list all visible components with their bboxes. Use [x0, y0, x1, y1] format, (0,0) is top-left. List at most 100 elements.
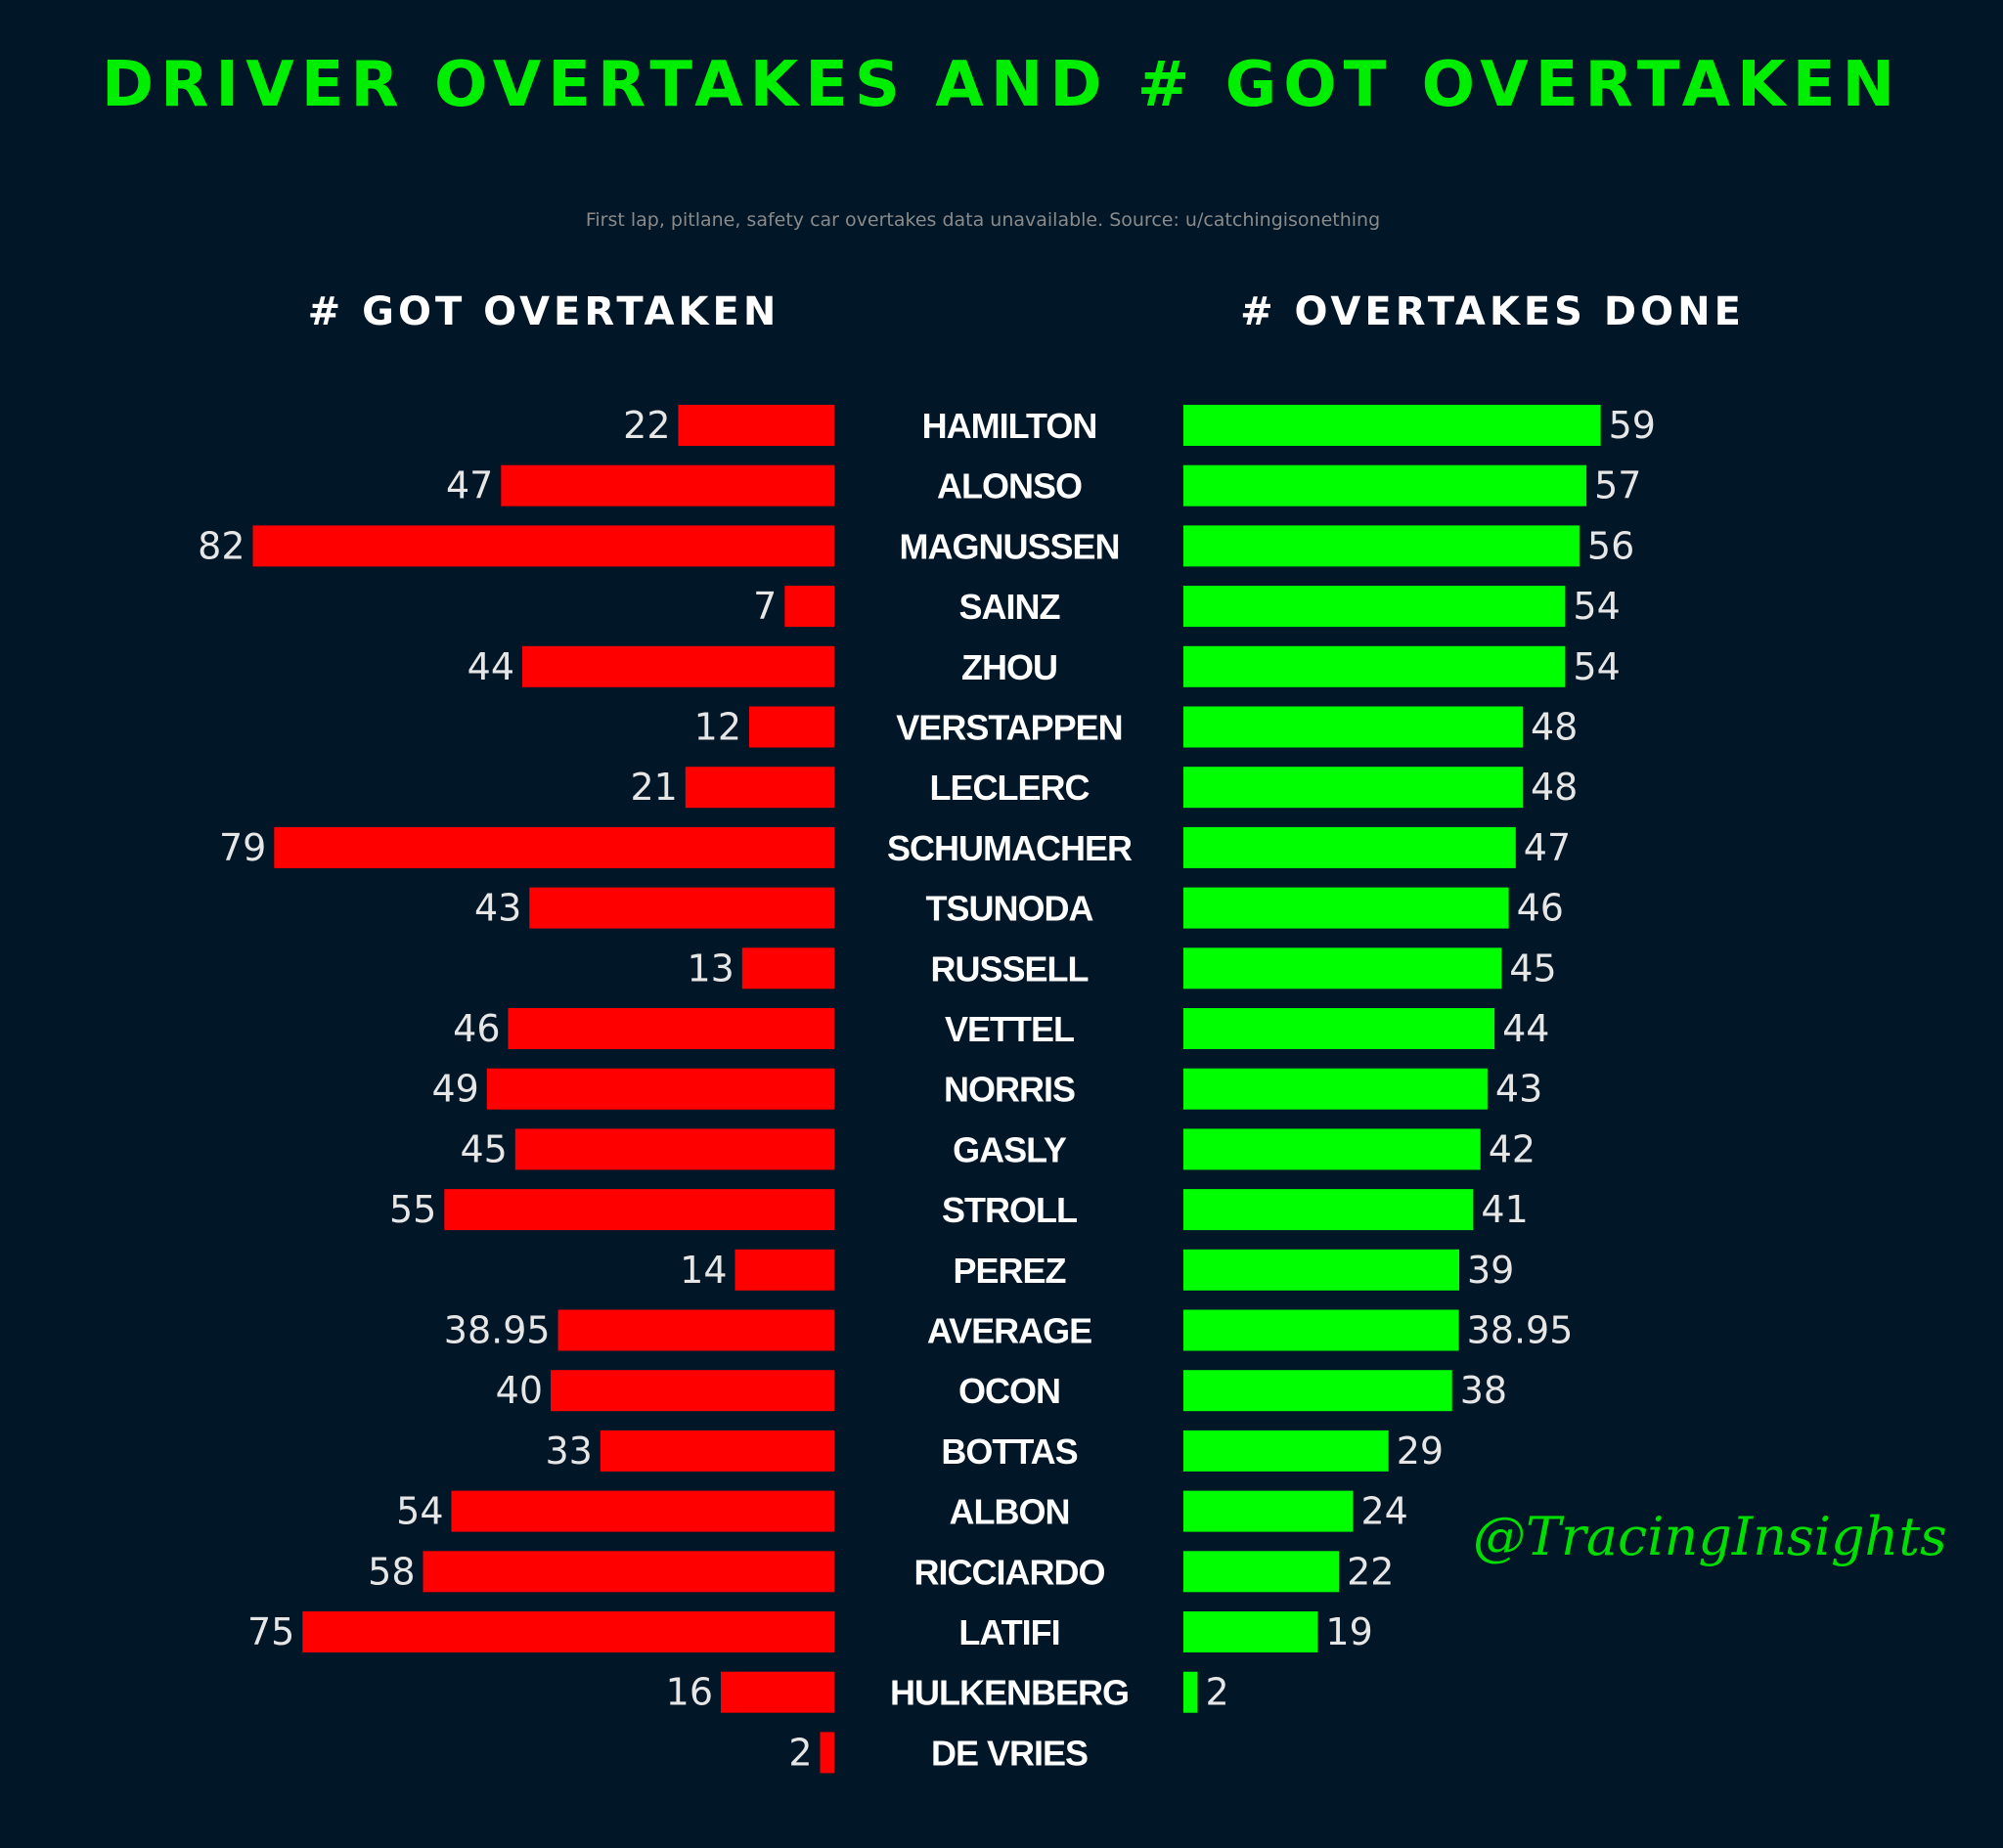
got-overtaken-panel-title: # GOT OVERTAKEN: [307, 289, 780, 334]
driver-name-label: RUSSELL: [930, 948, 1088, 989]
overtakes-done-value-label: 24: [1361, 1490, 1408, 1533]
chart-subtitle: First lap, pitlane, safety car overtakes…: [585, 209, 1381, 231]
got-overtaken-bar-albon: [451, 1490, 834, 1532]
overtakes-done-value-label: 38: [1460, 1369, 1507, 1412]
overtakes-done-bar-bottas: [1183, 1430, 1389, 1472]
got-overtaken-value-label: 7: [753, 585, 777, 628]
overtakes-done-value-label: 2: [1206, 1671, 1229, 1714]
got-overtaken-bar-latifi: [302, 1611, 835, 1652]
chart-title: DRIVER OVERTAKES AND # GOT OVERTAKEN: [102, 49, 1901, 121]
got-overtaken-value-label: 45: [460, 1127, 507, 1170]
got-overtaken-value-label: 82: [198, 524, 245, 567]
got-overtaken-value-label: 75: [247, 1610, 294, 1653]
got-overtaken-bar-tsunoda: [529, 887, 835, 929]
got-overtaken-bar-hamilton: [678, 405, 834, 446]
driver-name-label: VERSTAPPEN: [896, 708, 1122, 748]
driver-name-label: VETTEL: [945, 1009, 1074, 1049]
overtakes-done-value-label: 47: [1524, 826, 1571, 869]
overtakes-done-bar-hamilton: [1183, 405, 1601, 446]
got-overtaken-bar-norris: [486, 1068, 835, 1110]
driver-name-label: SCHUMACHER: [887, 828, 1133, 868]
overtakes-done-value-label: 22: [1347, 1550, 1394, 1593]
overtakes-done-bar-ricciardo: [1183, 1551, 1340, 1593]
overtakes-done-bar-sainz: [1183, 586, 1566, 628]
overtakes-done-bar-vettel: [1183, 1008, 1495, 1049]
got-overtaken-value-label: 43: [474, 887, 521, 930]
got-overtaken-bar-average: [557, 1309, 834, 1351]
overtakes-done-value-label: 57: [1594, 464, 1641, 507]
overtakes-done-bar-alonso: [1183, 464, 1587, 506]
driver-name-label: ALBON: [950, 1492, 1070, 1532]
driver-name-label: ZHOU: [961, 647, 1057, 687]
got-overtaken-bar-sainz: [784, 586, 835, 628]
driver-name-label: LECLERC: [930, 768, 1091, 808]
got-overtaken-value-label: 44: [467, 645, 514, 688]
overtakes-done-value-label: 29: [1397, 1430, 1444, 1473]
got-overtaken-value-label: 16: [666, 1671, 713, 1714]
got-overtaken-value-label: 58: [368, 1550, 415, 1593]
got-overtaken-value-label: 54: [396, 1490, 443, 1533]
got-overtaken-value-label: 38.95: [444, 1309, 551, 1352]
got-overtaken-bar-stroll: [444, 1189, 835, 1231]
got-overtaken-value-label: 49: [431, 1068, 478, 1111]
overtakes-done-value-label: 59: [1609, 404, 1656, 447]
got-overtaken-bar-vettel: [508, 1008, 834, 1049]
driver-name-label: PEREZ: [953, 1251, 1065, 1291]
overtakes-done-bar-verstappen: [1183, 706, 1523, 748]
overtakes-done-panel-title: # OVERTAKES DONE: [1240, 289, 1745, 334]
got-overtaken-value-label: 33: [545, 1430, 592, 1473]
overtakes-done-value-label: 42: [1489, 1127, 1536, 1170]
got-overtaken-bar-ocon: [551, 1370, 834, 1412]
driver-name-label: STROLL: [942, 1190, 1077, 1230]
driver-name-label: MAGNUSSEN: [899, 526, 1119, 566]
overtakes-done-bar-tsunoda: [1183, 887, 1509, 929]
driver-name-label: GASLY: [953, 1129, 1067, 1169]
got-overtaken-bar-alonso: [501, 464, 835, 506]
driver-name-label: AVERAGE: [927, 1311, 1091, 1351]
overtakes-done-bar-russell: [1183, 947, 1502, 990]
got-overtaken-bar-de-vries: [820, 1732, 834, 1774]
driver-name-label: SAINZ: [959, 587, 1060, 627]
got-overtaken-value-label: 40: [496, 1369, 543, 1412]
driver-name-label: RICCIARDO: [914, 1552, 1105, 1592]
overtakes-done-value-label: 41: [1481, 1188, 1528, 1231]
overtakes-done-value-label: 54: [1573, 645, 1620, 688]
got-overtaken-value-label: 79: [219, 826, 266, 869]
got-overtaken-bar-zhou: [522, 645, 834, 687]
driver-name-label: ALONSO: [937, 466, 1082, 506]
overtakes-done-bar-norris: [1183, 1068, 1488, 1110]
got-overtaken-value-label: 13: [687, 946, 734, 990]
got-overtaken-value-label: 46: [453, 1007, 500, 1050]
overtakes-done-bar-gasly: [1183, 1128, 1481, 1170]
driver-name-label: NORRIS: [944, 1070, 1075, 1110]
overtakes-done-bar-hulkenberg: [1183, 1671, 1198, 1713]
got-overtaken-bar-bottas: [600, 1430, 835, 1472]
driver-name-label: DE VRIES: [931, 1733, 1088, 1773]
got-overtaken-value-label: 22: [623, 404, 670, 447]
driver-name-label: LATIFI: [958, 1612, 1059, 1652]
overtakes-done-value-label: 48: [1531, 706, 1578, 749]
overtakes-done-value-label: 43: [1495, 1068, 1542, 1111]
got-overtaken-value-label: 12: [694, 706, 741, 749]
overtakes-done-value-label: 19: [1325, 1610, 1372, 1653]
overtakes-done-value-label: 48: [1531, 766, 1578, 809]
overtakes-done-bar-magnussen: [1183, 525, 1580, 567]
got-overtaken-bar-ricciardo: [423, 1551, 834, 1593]
driver-name-label: HAMILTON: [922, 406, 1097, 446]
overtakes-done-value-label: 46: [1517, 887, 1564, 930]
overtakes-done-bar-zhou: [1183, 645, 1566, 687]
overtakes-done-bar-ocon: [1183, 1370, 1452, 1412]
got-overtaken-bar-gasly: [514, 1128, 835, 1170]
got-overtaken-bar-russell: [741, 947, 835, 990]
overtakes-done-value-label: 45: [1509, 946, 1556, 990]
overtakes-done-value-label: 54: [1573, 585, 1620, 628]
overtakes-done-bar-average: [1183, 1309, 1459, 1351]
got-overtaken-value-label: 14: [680, 1249, 727, 1292]
got-overtaken-bar-magnussen: [252, 525, 834, 567]
watermark: @TracingInsights: [1473, 1506, 1947, 1567]
got-overtaken-bar-schumacher: [274, 826, 835, 868]
got-overtaken-value-label: 47: [446, 464, 493, 507]
driver-name-label: BOTTAS: [941, 1431, 1077, 1472]
overtakes-done-bar-perez: [1183, 1249, 1459, 1291]
overtakes-done-bar-schumacher: [1183, 826, 1516, 868]
